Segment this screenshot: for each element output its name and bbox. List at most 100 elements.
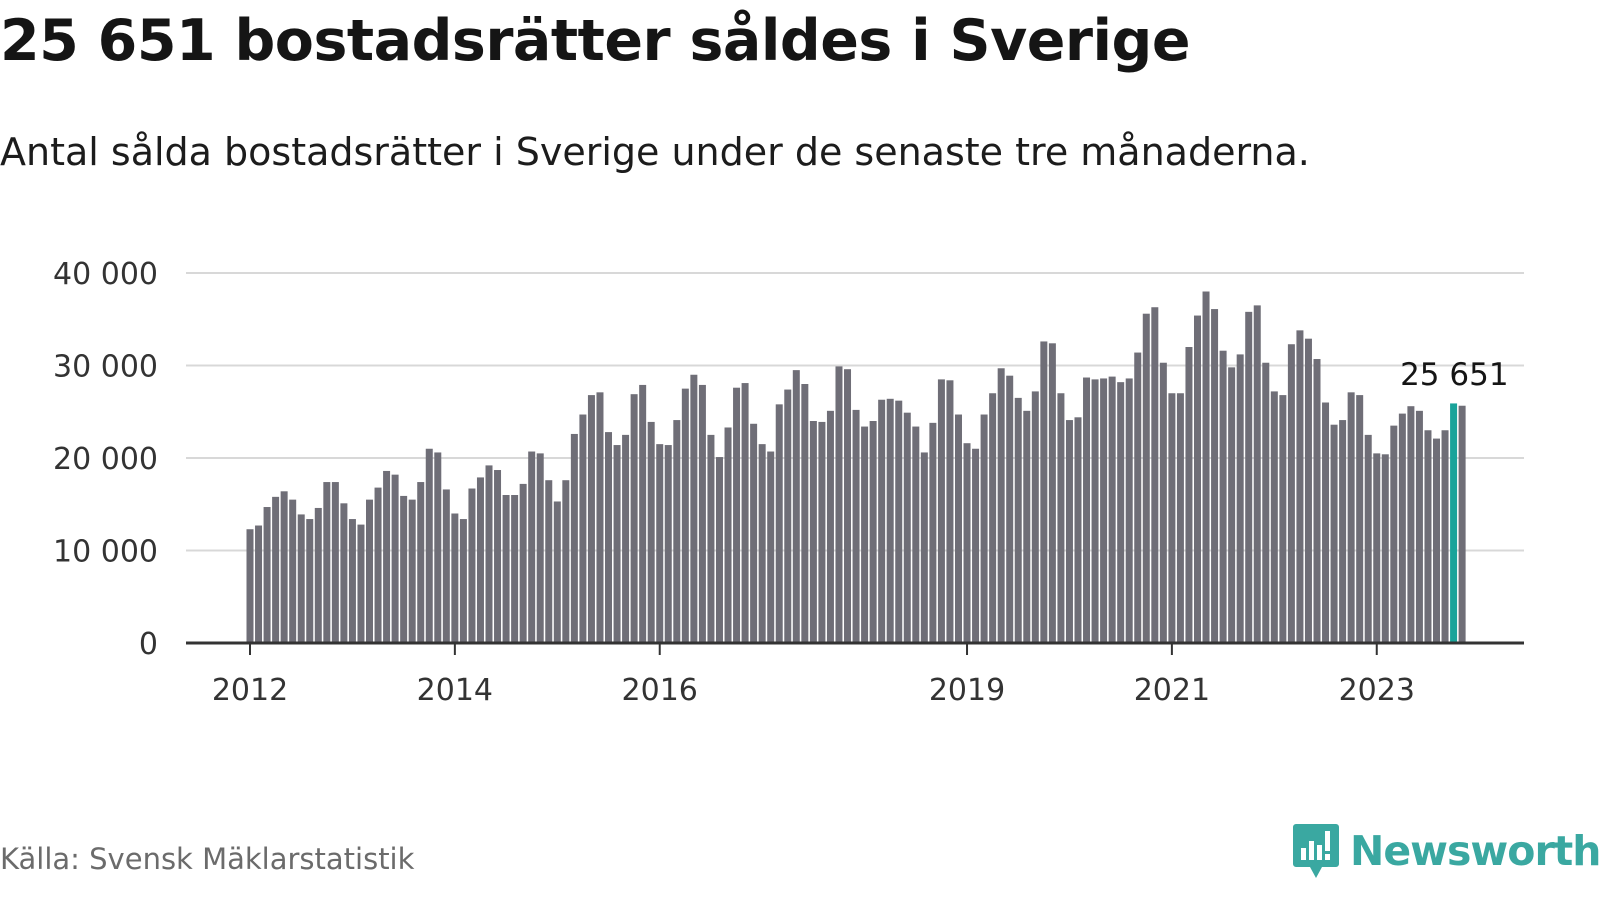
bar	[826, 410, 834, 643]
bar	[1270, 391, 1278, 643]
bar	[912, 426, 920, 643]
bar	[997, 368, 1005, 643]
bar	[1057, 393, 1065, 643]
bar	[536, 453, 544, 644]
bar	[818, 421, 826, 643]
bar	[775, 404, 783, 643]
bar	[954, 414, 962, 643]
newsworthy-brand[interactable]: Newsworthy	[1292, 822, 1600, 880]
bar	[1424, 430, 1432, 643]
bar	[587, 395, 595, 643]
x-tick-label: 2023	[1339, 673, 1415, 708]
y-tick-label: 40 000	[53, 257, 158, 292]
bar	[639, 384, 647, 643]
bar	[929, 422, 937, 643]
bar	[366, 499, 373, 644]
bar	[724, 427, 732, 643]
bar	[476, 477, 484, 643]
bar	[733, 387, 741, 643]
bar	[1023, 410, 1031, 643]
bar	[792, 370, 800, 644]
bar	[1398, 413, 1406, 643]
bar	[1287, 344, 1295, 643]
bar	[1253, 305, 1261, 644]
bar	[1433, 438, 1440, 643]
x-axis-ticks: 2012 2014 2016 2019 2021 2023	[212, 643, 1415, 708]
y-tick-label: 20 000	[53, 442, 158, 477]
bar	[280, 491, 288, 643]
bar	[519, 483, 527, 643]
bar	[289, 499, 297, 644]
bar	[314, 507, 322, 643]
bar	[1100, 378, 1108, 643]
bar	[1014, 397, 1022, 644]
bar	[1142, 313, 1150, 643]
bar	[306, 519, 314, 643]
bar	[1091, 379, 1099, 644]
bar	[673, 420, 681, 643]
y-tick-label: 10 000	[53, 535, 158, 570]
bar	[502, 495, 510, 643]
bar	[1407, 406, 1415, 643]
bar	[656, 444, 664, 644]
bar	[664, 445, 672, 643]
bar	[1048, 343, 1056, 643]
bar	[297, 514, 305, 643]
bar	[681, 388, 689, 644]
bar	[1245, 311, 1253, 643]
bar	[741, 383, 749, 643]
bar	[605, 432, 613, 643]
bar	[1219, 350, 1227, 643]
bar	[331, 482, 339, 643]
bar	[1083, 377, 1091, 643]
highlighted-bar	[1450, 403, 1458, 643]
bar	[1168, 393, 1176, 643]
bar	[1031, 391, 1039, 643]
bar	[494, 470, 502, 643]
y-tick-label: 30 000	[53, 350, 158, 385]
bar	[528, 451, 536, 643]
bar	[861, 426, 869, 643]
bar	[895, 400, 903, 643]
x-tick-label: 2016	[622, 673, 698, 708]
bar	[272, 496, 280, 643]
bar	[434, 452, 442, 643]
bar	[758, 444, 766, 644]
x-tick-label: 2012	[212, 673, 288, 708]
bar	[920, 452, 928, 643]
bar	[1356, 395, 1364, 643]
bar	[400, 495, 408, 643]
bar	[1151, 307, 1159, 643]
bar	[408, 499, 416, 644]
bar	[1108, 376, 1116, 643]
bar	[1339, 420, 1347, 643]
bar	[1159, 362, 1167, 643]
bar	[255, 525, 263, 643]
bar	[1347, 392, 1355, 643]
bar	[1364, 434, 1372, 644]
bar	[1211, 309, 1219, 643]
bar	[869, 421, 877, 643]
data-labels: 25 651	[1400, 357, 1508, 393]
bar	[417, 482, 425, 643]
bar	[1262, 362, 1270, 643]
bar	[357, 524, 365, 643]
bar	[647, 421, 655, 643]
chart-subtitle: Antal sålda bostadsrätter i Sverige unde…	[0, 130, 1310, 174]
bar	[698, 384, 706, 643]
bar	[1202, 291, 1210, 643]
bar	[1134, 352, 1142, 643]
bar	[937, 379, 945, 644]
bar	[946, 380, 954, 643]
bar	[963, 443, 971, 643]
bar	[263, 507, 271, 643]
y-tick-label: 0	[139, 627, 158, 662]
bar	[323, 482, 331, 643]
bar	[1125, 378, 1133, 643]
source-credit: Källa: Svensk Mäklarstatistik	[0, 842, 415, 876]
x-tick-label: 2019	[929, 673, 1005, 708]
bar	[340, 503, 348, 643]
bar	[852, 409, 860, 643]
chart-title: 25 651 bostadsrätter såldes i Sverige	[0, 8, 1191, 74]
